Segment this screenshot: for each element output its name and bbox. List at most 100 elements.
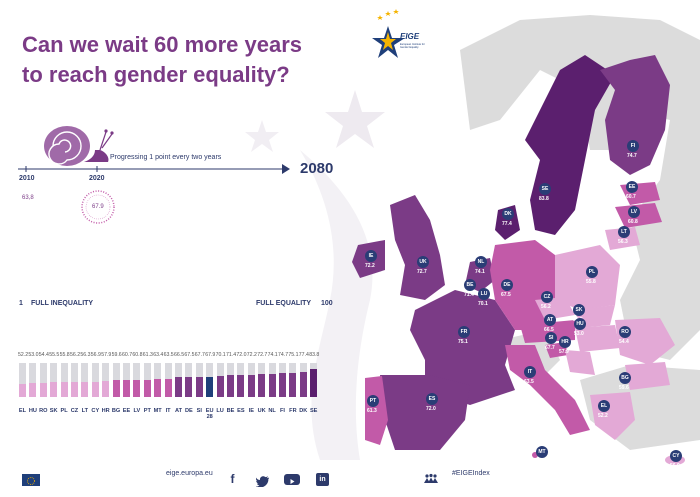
eige-star-icon (372, 9, 405, 58)
bar-country-label: FR (289, 408, 297, 414)
title-line-1: Can we wait 60 more years (22, 32, 303, 57)
bar-value-label: 67.5 (184, 352, 195, 358)
bar-country-label: UK (257, 408, 266, 414)
bar-country-label: PL (60, 408, 68, 414)
bar-value-label: 63.4 (153, 352, 164, 358)
bar-background (81, 363, 89, 397)
bar-country-label: CY (91, 408, 100, 414)
bar-es (237, 375, 245, 397)
bar-ee (123, 380, 130, 397)
bar-value-label: 67.9 (205, 352, 216, 358)
map-country-badge-mt: MT (536, 446, 548, 458)
bar-eu-28 (206, 377, 214, 397)
bar-de (185, 377, 193, 397)
map-country-badge-ee: EE (626, 181, 638, 193)
scale-left-number: 1 (19, 300, 23, 307)
bar-value-label: 72.2 (246, 352, 257, 358)
bar-country-label: SI (196, 408, 202, 414)
bar-se (310, 369, 318, 397)
bar-value-label: 77.4 (298, 352, 309, 358)
bar-fr (289, 373, 297, 397)
bar-country-label: HR (101, 408, 110, 414)
map-country-badge-nl: NL (475, 256, 487, 268)
timeline-graphic (18, 126, 290, 224)
map-country-value: 67.5 (501, 292, 511, 298)
scale-right-label: FULL EQUALITY (256, 300, 312, 307)
map-country-value: 66.5 (544, 327, 554, 333)
map-country-value: 67.7 (545, 345, 555, 351)
map-country-value: 72.2 (365, 263, 375, 269)
map-country-value: 55.8 (586, 279, 596, 285)
eige-logo-subtitle: European Institute for Gender Equality (400, 43, 425, 50)
map-country-badge-el: EL (598, 400, 610, 412)
timeline-end-year: 2080 (300, 160, 334, 177)
bar-value-label: 72.0 (236, 352, 247, 358)
bar-country-label: RO (39, 408, 48, 414)
footer-hashtag[interactable]: #EIGEIndex (452, 470, 490, 477)
europe-map (352, 15, 700, 465)
bar-mt (154, 379, 162, 397)
linkedin-icon[interactable]: in (316, 473, 329, 486)
bar-value-label: 56.3 (80, 352, 91, 358)
map-country-badge-si: SI (545, 332, 557, 344)
eige-logo: EIGE European Institute for Gender Equal… (372, 8, 432, 63)
bar-country-label: EE (122, 408, 131, 414)
map-country-badge-dk: DK (502, 208, 514, 220)
bar-country-label: IE (248, 408, 254, 414)
bar-value-label: 60.8 (132, 352, 143, 358)
bar-value-label: 55.8 (59, 352, 70, 358)
bar-si (195, 377, 203, 397)
bar-background (19, 363, 26, 397)
bar-country-label: MT (153, 408, 162, 414)
map-country-badge-ro: RO (619, 326, 631, 338)
bar-country-label: SE (309, 408, 318, 414)
map-country-badge-fi: FI (627, 140, 639, 152)
bar-value-label: 57.9 (101, 352, 112, 358)
map-country-badge-at: AT (544, 314, 556, 326)
bar-ro (39, 383, 47, 397)
youtube-icon[interactable] (284, 474, 300, 485)
timeline-start-score: 63,8 (22, 195, 34, 201)
map-country-badge-cz: CZ (541, 291, 553, 303)
map-country-badge-ie: IE (365, 250, 377, 262)
bar-value-label: 59.6 (111, 352, 122, 358)
map-country-badge-uk: UK (417, 256, 429, 268)
bar-value-label: 74.1 (267, 352, 278, 358)
map-country-value: 53.0 (574, 331, 584, 337)
map-country-badge-pl: PL (586, 266, 598, 278)
map-country-value: 56.3 (618, 239, 628, 245)
map-country-value: 60.7 (626, 194, 636, 200)
map-country-badge-pt: PT (367, 395, 379, 407)
bar-bg (112, 380, 120, 397)
bar-country-label: LT (81, 408, 89, 414)
bar-cz (71, 382, 78, 397)
map-country-badge-fr: FR (458, 326, 470, 338)
map-country-value: 59.6 (619, 385, 629, 391)
twitter-icon[interactable] (255, 474, 270, 488)
map-country-badge-hr: HR (559, 336, 571, 348)
bar-lv (133, 380, 141, 397)
map-country-value: 63.5 (524, 379, 534, 385)
map-country-value: 75.1 (458, 339, 468, 345)
bar-country-label: CZ (70, 408, 79, 414)
bar-uk (258, 374, 266, 397)
bar-pl (60, 382, 68, 397)
timeline-mid-year: 2020 (89, 175, 105, 182)
bar-country-label: LU (216, 408, 224, 414)
bar-el (19, 384, 26, 397)
bar-background (39, 363, 47, 397)
facebook-icon[interactable]: f (230, 472, 235, 486)
bar-country-label: LV (133, 408, 141, 414)
bar-cy (91, 382, 99, 397)
bar-it (164, 379, 172, 397)
bar-hu (29, 383, 37, 397)
scale-left-label: FULL INEQUALITY (31, 300, 94, 307)
bar-background (50, 363, 58, 397)
map-country-badge-be: BE (464, 279, 476, 291)
bar-hr (102, 381, 110, 397)
bar-value-label: 70.1 (215, 352, 226, 358)
footer-website[interactable]: eige.europa.eu (166, 470, 213, 477)
eige-logo-name: EIGE (400, 32, 420, 41)
timeline-progress-text: Progressing 1 point every two years (110, 154, 222, 161)
bar-value-label: 52.2 (18, 352, 29, 358)
